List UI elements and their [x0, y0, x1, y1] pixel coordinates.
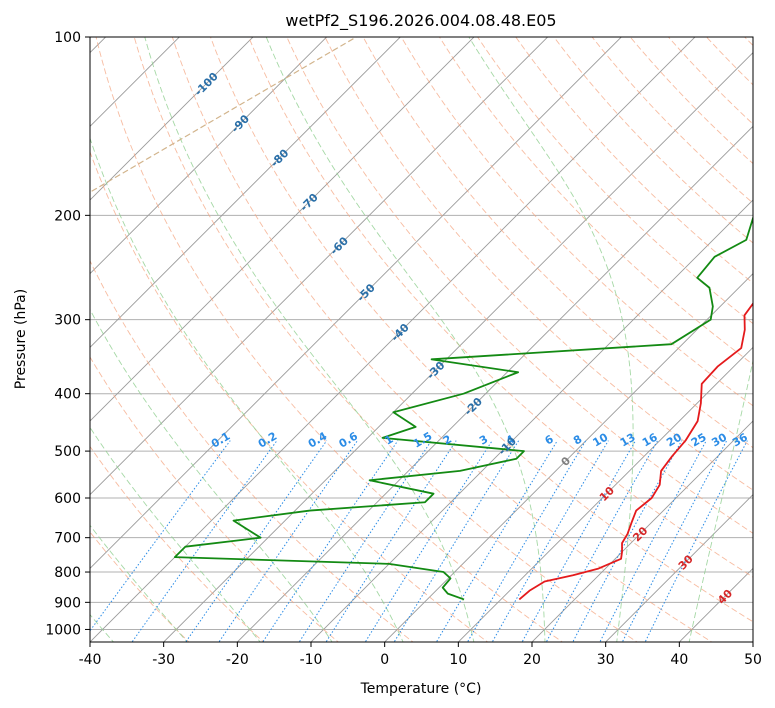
dry-adiabat-line [438, 37, 753, 365]
mixing-ratio-line [545, 440, 659, 642]
dry-adiabat-line [210, 37, 753, 623]
y-tick-label: 600 [54, 491, 81, 507]
temperature-profile-line [518, 302, 753, 601]
dewpoint-profile-line [173, 215, 753, 601]
dry-adiabat-line [133, 37, 638, 642]
x-tick-label: -30 [152, 652, 175, 668]
y-tick-label: 200 [54, 208, 81, 224]
dry-adiabat-line [248, 37, 753, 578]
sounding-series [173, 215, 753, 601]
mixing-ratio-line [218, 440, 358, 642]
moist-adiabat-line [90, 136, 404, 642]
mixing-ratio-line [466, 440, 587, 642]
mixing-ratio-line [131, 440, 278, 642]
isotherm-line [90, 37, 622, 569]
mixing-ratio-line [298, 440, 432, 642]
isotherm-line [384, 273, 753, 642]
moist-adiabat-line [90, 426, 261, 642]
moist-adiabat-line [468, 37, 634, 642]
x-axis-title: Temperature (°C) [360, 681, 482, 697]
x-tick-label: 0 [380, 652, 389, 668]
mixing-ratio-line [90, 440, 231, 632]
x-tick-label: -20 [226, 652, 249, 668]
isotherm-line [90, 37, 475, 422]
isotherm-line [310, 199, 753, 642]
dry-adiabat-line [515, 37, 753, 284]
moist-adiabat-line [265, 37, 546, 642]
dry-adiabat-line [171, 37, 713, 642]
moist-adiabat-line [144, 37, 475, 642]
mixing-ratio-line [435, 440, 558, 642]
mixing-ratio-line [491, 440, 609, 642]
x-tick-label: 50 [744, 652, 762, 668]
y-tick-label: 500 [54, 444, 81, 460]
chart-title: wetPf2_S196.2026.004.08.48.E05 [285, 11, 556, 31]
isotherm-line [531, 420, 753, 642]
mixing-ratio-line [325, 440, 457, 642]
y-tick-label: 400 [54, 387, 81, 403]
dry-adiabat-line [90, 531, 190, 642]
y-tick-label: 300 [54, 313, 81, 329]
dry-adiabat-line [90, 150, 489, 642]
isotherm-line [605, 494, 753, 642]
isotherm-line [90, 37, 254, 201]
mixing-ratio-line [599, 440, 707, 642]
isotherm-line [90, 37, 549, 496]
mixing-ratio-line [621, 440, 728, 642]
dry-adiabat-line [90, 356, 339, 642]
y-tick-label: 700 [54, 531, 81, 547]
dry-adiabat-line [95, 37, 564, 642]
isotherm-line [236, 125, 753, 642]
x-tick-label: 30 [597, 652, 615, 668]
plot-frame [89, 36, 754, 643]
dry-adiabat-line [324, 37, 753, 491]
mixing-ratio-line [364, 440, 493, 642]
background-lines [90, 37, 753, 642]
y-tick-label: 900 [54, 595, 81, 611]
x-tick-label: -40 [79, 652, 102, 668]
y-axis-title: Pressure (hPa) [13, 289, 29, 389]
dry-adiabat-line [90, 259, 414, 642]
x-tick-label: 20 [523, 652, 541, 668]
x-tick-label: -10 [300, 652, 323, 668]
dry-adiabat-line [286, 37, 753, 534]
mixing-ratio-line [393, 440, 520, 642]
y-tick-label: 100 [54, 30, 81, 46]
moist-adiabat-line [90, 524, 188, 642]
isotherm-line [163, 52, 753, 642]
isotherm-line [457, 346, 753, 642]
axes: -40 -30 -20 -10 0 10 20 30 40 50 100 200 300 400 500 60… [45, 30, 762, 668]
dry-adiabat-line [400, 37, 753, 407]
x-tick-label: 40 [670, 652, 688, 668]
y-tick-label: 800 [54, 565, 81, 581]
isotherm-line [90, 37, 696, 642]
mixing-ratio-line [521, 440, 637, 642]
mixing-ratio-line [644, 440, 748, 642]
isotherm-line [90, 37, 328, 275]
y-tick-label: 1000 [45, 622, 81, 638]
x-tick-label: 10 [449, 652, 467, 668]
isotherm-line [90, 37, 401, 348]
